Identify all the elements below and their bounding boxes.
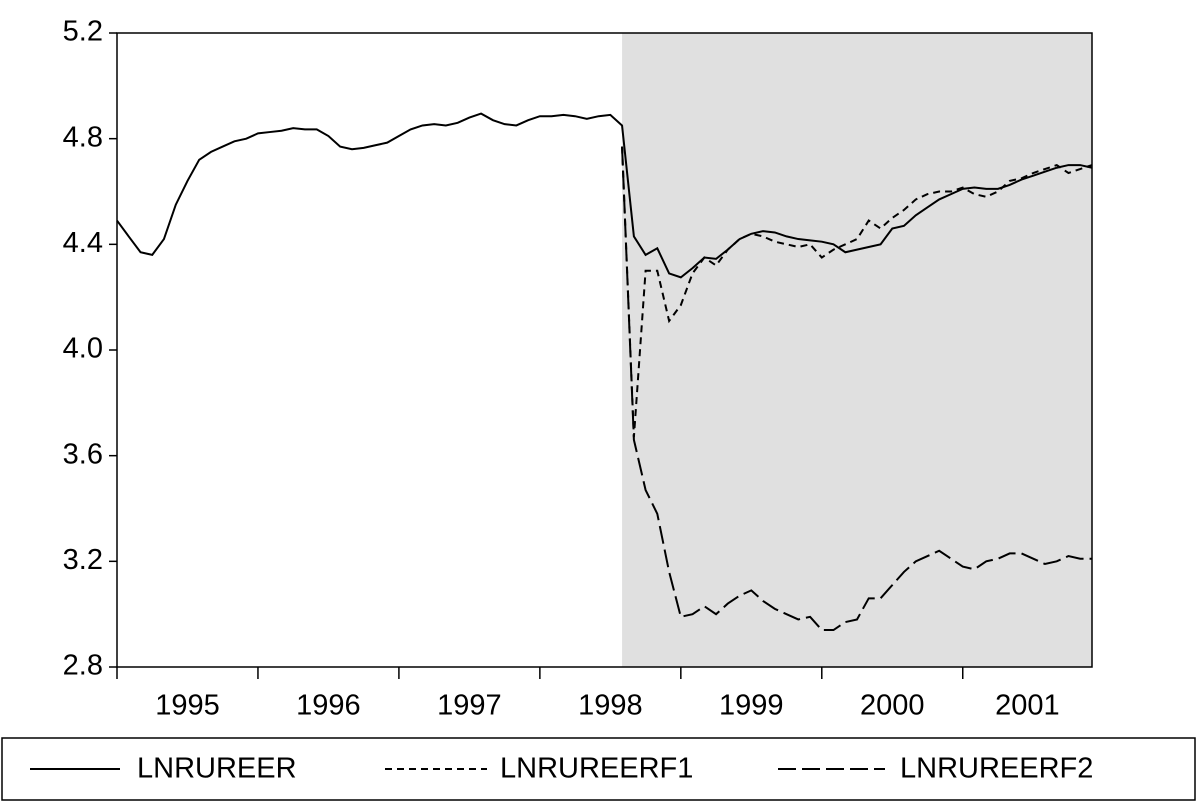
shade-layer	[622, 33, 1092, 667]
legend-label: LNRUREER	[137, 753, 297, 785]
axes-layer: 2.8 3.2 3.6 4.0 4.4 4.8 5.2 1995 1996 1997 1998 199…	[63, 16, 1060, 722]
x-tick-label: 1996	[296, 690, 361, 722]
legend: LNRUREER LNRUREERF1 LNRUREERF2	[30, 753, 1093, 785]
series-line	[621, 146, 1092, 632]
x-tick-label: 1999	[719, 690, 784, 722]
y-tick-label: 2.8	[63, 650, 103, 682]
x-tick-label: 1998	[578, 690, 643, 722]
legend-label: LNRUREERF2	[900, 753, 1093, 785]
y-tick-label: 3.6	[63, 438, 103, 470]
x-tick-label: 2001	[995, 690, 1060, 722]
series-line	[116, 112, 1093, 279]
lines-layer	[116, 112, 1093, 632]
shaded-region	[622, 33, 1092, 667]
y-tick-label: 5.2	[63, 16, 103, 48]
y-tick-label: 4.0	[63, 333, 103, 365]
y-tick-label: 3.2	[63, 544, 103, 576]
x-tick-label: 1995	[155, 690, 220, 722]
series-line	[621, 146, 1093, 438]
y-tick-label: 4.8	[63, 121, 103, 153]
x-tick-label: 2000	[860, 690, 925, 722]
y-tick-label: 4.4	[63, 227, 103, 259]
legend-label: LNRUREERF1	[500, 753, 693, 785]
legend-box	[1, 737, 1196, 801]
x-tick-label: 1997	[437, 690, 502, 722]
